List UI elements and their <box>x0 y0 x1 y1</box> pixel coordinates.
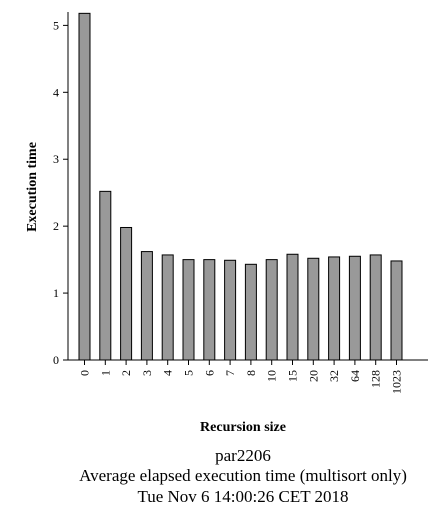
bar-128 <box>369 254 382 361</box>
bar-20 <box>307 257 320 361</box>
x-tick-label-1023: 1023 <box>390 370 404 394</box>
x-tick-label-128: 128 <box>369 370 383 388</box>
bar-7 <box>224 259 237 361</box>
bar-15 <box>286 253 299 361</box>
bar-8 <box>244 263 257 361</box>
x-tick-label-6: 6 <box>202 370 216 376</box>
x-tick-label-2: 2 <box>119 370 133 376</box>
y-tick-label: 0 <box>53 353 59 367</box>
y-tick-label: 1 <box>53 286 59 300</box>
y-axis-title: Execution time <box>25 142 40 232</box>
bars-group <box>78 12 403 361</box>
bar-5 <box>182 259 195 361</box>
y-tick-label: 5 <box>53 18 59 32</box>
bar-64 <box>348 255 361 361</box>
x-tick-label-3: 3 <box>140 370 154 376</box>
x-axis-title: Recursion size <box>200 420 286 435</box>
y-tick-label: 4 <box>53 85 59 99</box>
x-axis-ticks: 0 1 2 3 4 5 6 7 8 10 15 20 32 64 128 1023 <box>78 360 404 394</box>
bar-1023 <box>390 260 403 361</box>
y-tick-label: 2 <box>53 219 59 233</box>
caption-line-3: Tue Nov 6 14:00:26 CET 2018 <box>137 487 348 506</box>
bar-3 <box>140 251 153 361</box>
bar-32 <box>328 256 341 361</box>
x-tick-label-7: 7 <box>223 370 237 376</box>
x-tick-label-4: 4 <box>161 370 175 376</box>
x-tick-label-20: 20 <box>306 370 320 382</box>
y-tick-label: 3 <box>53 152 59 166</box>
bar-0 <box>78 12 91 361</box>
bar-2 <box>120 226 133 361</box>
y-axis-ticks: 0 1 2 3 4 5 <box>53 18 68 367</box>
x-tick-label-5: 5 <box>182 370 196 376</box>
x-tick-label-8: 8 <box>244 370 258 376</box>
bar-4 <box>161 254 174 361</box>
x-tick-label-0: 0 <box>78 370 92 376</box>
x-tick-label-1: 1 <box>98 370 112 376</box>
x-tick-label-10: 10 <box>265 370 279 382</box>
bar-6 <box>203 259 216 361</box>
caption-line-1: par2206 <box>215 446 271 465</box>
x-tick-label-32: 32 <box>327 370 341 382</box>
x-tick-label-64: 64 <box>348 370 362 382</box>
x-tick-label-15: 15 <box>286 370 300 382</box>
bar-1 <box>99 190 112 361</box>
bar-10 <box>265 259 278 361</box>
caption-line-2: Average elapsed execution time (multisor… <box>79 466 407 485</box>
